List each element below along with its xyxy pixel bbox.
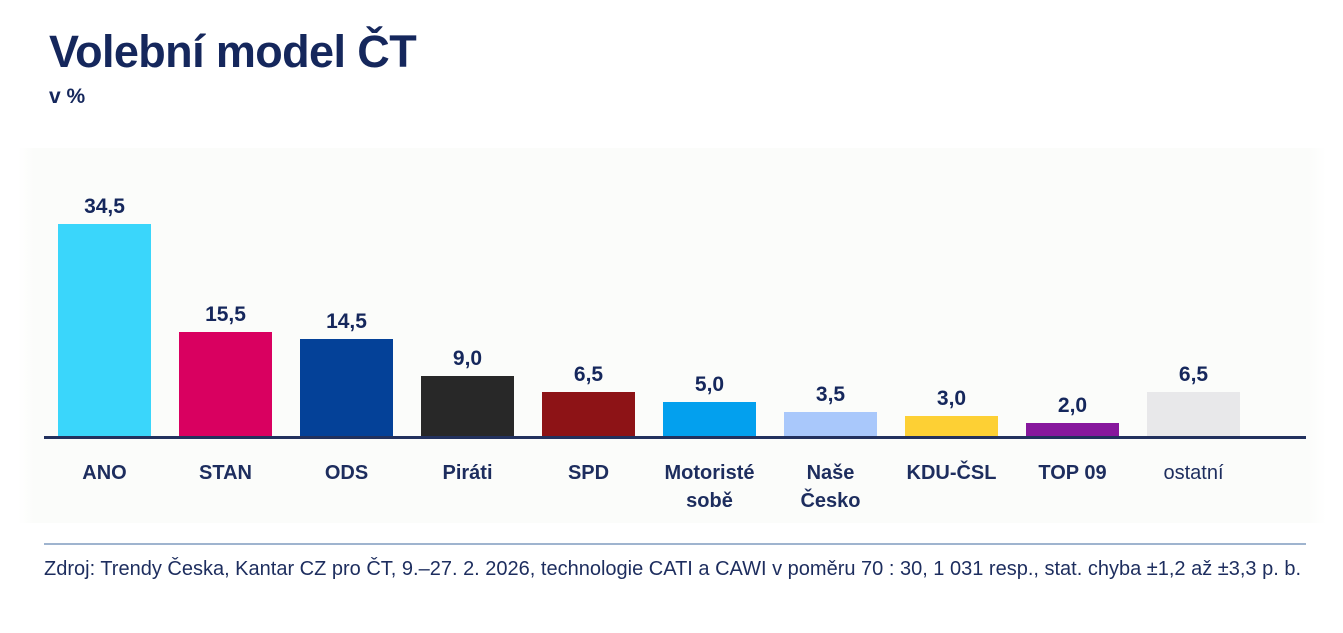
bar-rect[interactable] [905, 416, 998, 436]
bar-rect[interactable] [784, 412, 877, 436]
bar-group: 9,0 [407, 196, 528, 436]
x-tick-label: ODS [286, 441, 407, 523]
x-tick-label-line: Motoristé [664, 462, 755, 484]
bar-rect[interactable] [1147, 392, 1240, 436]
x-tick-label-line: ANO [82, 462, 127, 484]
bar-value-label: 6,5 [573, 363, 604, 386]
x-tick-label: TOP 09 [1012, 441, 1133, 523]
bar-rect[interactable] [179, 332, 272, 436]
bar-value-label: 15,5 [205, 303, 246, 326]
x-tick-label: STAN [165, 441, 286, 523]
bar-series: 34,5 15,5 14,5 9,0 6,5 5,0 3,5 3,0 2,0 6,5 [44, 196, 1306, 436]
bar-group: 15,5 [165, 196, 286, 436]
source-note: Zdroj: Trendy Česka, Kantar CZ pro ČT, 9… [44, 558, 1302, 580]
bar-value-label: 3,0 [936, 387, 967, 410]
x-tick-label: KDU-ČSL [891, 441, 1012, 523]
bar-rect[interactable] [421, 376, 514, 436]
x-tick-label: Piráti [407, 441, 528, 523]
bar-group: 6,5 [528, 196, 649, 436]
bar-group: 14,5 [286, 196, 407, 436]
bar-value-label: 6,5 [1178, 363, 1209, 386]
bar-group: 2,0 [1012, 196, 1133, 436]
bar-rect[interactable] [542, 392, 635, 436]
footer-divider [44, 543, 1306, 545]
x-tick-label-line: KDU-ČSL [906, 462, 997, 484]
bar-group: 5,0 [649, 196, 770, 436]
x-tick-label-line: ODS [324, 462, 369, 484]
chart-footer: Zdroj: Trendy Česka, Kantar CZ pro ČT, 9… [44, 543, 1306, 583]
bar-rect[interactable] [663, 402, 756, 436]
x-tick-label: ostatní [1133, 441, 1254, 523]
page-title: Volební model ČT [49, 26, 417, 77]
x-tick-label-line: ostatní [1163, 462, 1224, 484]
bar-group: 34,5 [44, 196, 165, 436]
bar-value-label: 2,0 [1057, 394, 1088, 417]
chart-subtitle: v % [49, 84, 86, 108]
bar-group: 3,5 [770, 196, 891, 436]
bar-value-label: 9,0 [452, 347, 483, 370]
bar-group: 3,0 [891, 196, 1012, 436]
plot-area: 34,5 15,5 14,5 9,0 6,5 5,0 3,5 3,0 2,0 6,5 ANO STA… [44, 148, 1306, 523]
x-tick-label-line: Česko [800, 490, 861, 513]
bar-value-label: 5,0 [694, 373, 725, 396]
chart-header: Volební model ČT v % [49, 28, 1249, 107]
bar-rect[interactable] [1026, 423, 1119, 436]
bar-rect[interactable] [300, 339, 393, 436]
bar-group: 6,5 [1133, 196, 1254, 436]
x-tick-label-line: Naše [806, 462, 855, 484]
x-axis-tick-labels: ANO STAN ODS Piráti SPD Motoristé sobě Naše Česk… [44, 441, 1306, 523]
bar-value-label: 34,5 [84, 195, 125, 218]
x-tick-label-line: TOP 09 [1038, 462, 1107, 484]
x-tick-label: SPD [528, 441, 649, 523]
bar-value-label: 14,5 [326, 310, 367, 333]
bar-rect[interactable] [58, 224, 151, 436]
x-tick-label-line: sobě [686, 490, 733, 513]
x-tick-label-line: SPD [567, 462, 610, 484]
bar-value-label: 3,5 [815, 383, 846, 406]
x-axis-line [44, 436, 1306, 439]
x-tick-label: Motoristé sobě [649, 441, 770, 523]
x-tick-label: Naše Česko [770, 441, 891, 523]
x-tick-label-line: Piráti [442, 462, 493, 484]
plot-panel: 34,5 15,5 14,5 9,0 6,5 5,0 3,5 3,0 2,0 6,5 ANO STA… [0, 148, 1343, 523]
x-tick-label: ANO [44, 441, 165, 523]
x-tick-label-line: STAN [199, 462, 252, 484]
